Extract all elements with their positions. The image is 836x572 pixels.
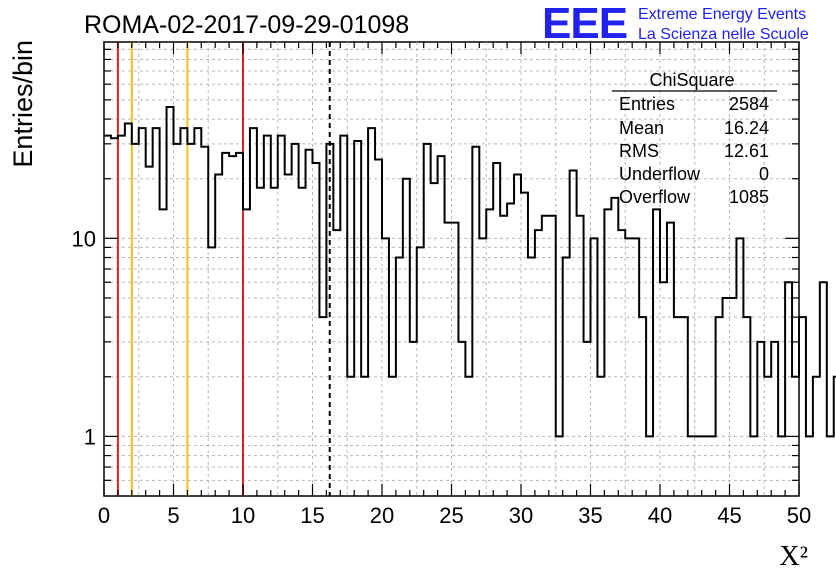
stats-box-title: ChiSquare xyxy=(649,70,734,90)
stats-label-rms: RMS xyxy=(619,141,659,161)
stats-value-overflow: 1085 xyxy=(729,187,769,207)
stats-box: ChiSquare Entries 2584 Mean 16.24 RMS 12… xyxy=(612,70,777,207)
stats-label-entries: Entries xyxy=(619,94,675,114)
histogram-series xyxy=(104,106,836,438)
x-tick-label: 0 xyxy=(98,503,110,528)
stats-label-mean: Mean xyxy=(619,118,664,138)
stats-label-underflow: Underflow xyxy=(619,164,701,184)
y-tick-label: 1 xyxy=(84,424,96,449)
y-tick-label: 10 xyxy=(72,226,96,251)
eee-logo: EEE Extreme Energy Events La Scienza nel… xyxy=(542,2,832,46)
eee-logo-line1: Extreme Energy Events xyxy=(638,6,807,23)
stats-value-rms: 12.61 xyxy=(724,141,769,161)
stats-value-mean: 16.24 xyxy=(724,118,769,138)
x-tick-label: 15 xyxy=(300,503,324,528)
x-axis-label: X² xyxy=(779,541,808,572)
grid xyxy=(104,42,799,496)
stats-label-overflow: Overflow xyxy=(619,187,691,207)
stats-value-entries: 2584 xyxy=(729,94,769,114)
axis-ticks: 0 5 10 15 20 25 30 35 40 45 50 1 10 xyxy=(72,42,811,528)
eee-logo-mark: EEE xyxy=(542,0,628,48)
reference-lines xyxy=(116,42,331,496)
x-tick-label: 30 xyxy=(509,503,533,528)
x-tick-label: 10 xyxy=(231,503,255,528)
x-tick-label: 5 xyxy=(167,503,179,528)
chart-title: ROMA-02-2017-09-29-01098 xyxy=(84,11,409,39)
x-tick-label: 45 xyxy=(717,503,741,528)
x-tick-label: 35 xyxy=(578,503,602,528)
x-tick-label: 20 xyxy=(370,503,394,528)
x-tick-label: 25 xyxy=(439,503,463,528)
y-axis-label: Entries/bin xyxy=(8,40,38,168)
x-tick-label: 50 xyxy=(787,503,811,528)
x-tick-label: 40 xyxy=(648,503,672,528)
stats-value-underflow: 0 xyxy=(759,164,769,184)
eee-logo-line2: La Scienza nelle Scuole xyxy=(638,26,809,43)
